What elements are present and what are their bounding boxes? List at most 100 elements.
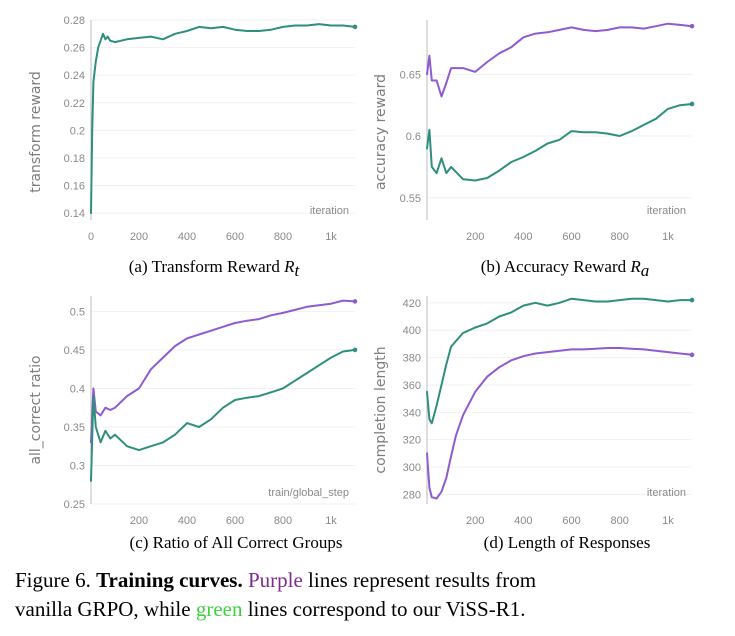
caption-subscript: a <box>641 261 650 280</box>
panel-caption: (c) Ratio of All Correct Groups <box>130 533 343 552</box>
x-tick-label: 200 <box>130 515 148 527</box>
x-tick-labels: 200 400 600 800 1k <box>130 515 337 527</box>
series-lines <box>426 297 695 500</box>
figure-caption-line-1: Figure 6. Training curves. Purple lines … <box>15 568 536 592</box>
green-series-line <box>426 297 693 425</box>
green-series-line <box>90 348 356 482</box>
x-tick-label: 400 <box>178 515 196 527</box>
y-tick-label: 320 <box>403 435 421 447</box>
y-tick-label: 300 <box>403 462 421 474</box>
y-tick-label: 0.6 <box>406 131 421 143</box>
panel-all-correct-ratio: 0.25 0.3 0.35 0.4 0.45 0.5 200 400 600 800 1k all… <box>28 296 358 552</box>
x-axis-label: iteration <box>310 205 349 217</box>
y-tick-label: 380 <box>403 353 421 365</box>
series-lines <box>426 22 695 182</box>
x-tick-label: 1k <box>662 515 674 527</box>
series-end-dot <box>689 23 695 29</box>
y-tick-labels: 0.25 0.3 0.35 0.4 0.45 0.5 <box>64 306 85 511</box>
x-axis-label: iteration <box>647 487 686 499</box>
panel-transform-reward: 0.14 0.16 0.18 0.2 0.22 0.24 0.26 0.28 0 200 400 6… <box>28 15 358 280</box>
y-axis-label: accuracy reward <box>373 74 389 190</box>
x-tick-label: 800 <box>274 515 292 527</box>
series-lines <box>90 299 358 482</box>
y-tick-label: 280 <box>403 489 421 501</box>
x-tick-label: 600 <box>226 231 244 243</box>
x-tick-label: 600 <box>226 515 244 527</box>
green-series-line <box>426 103 693 182</box>
grid <box>427 73 692 199</box>
purple-series-line <box>426 22 693 98</box>
series-end-dot <box>689 101 695 107</box>
series-end-dot <box>689 352 695 358</box>
caption-subscript: t <box>295 261 301 280</box>
grid <box>91 310 355 505</box>
x-tick-label: 200 <box>466 515 484 527</box>
caption-line2-prefix: vanilla GRPO, while <box>15 597 196 621</box>
y-tick-label: 0.35 <box>64 422 85 434</box>
figure-caption-line-2: vanilla GRPO, while green lines correspo… <box>15 597 525 621</box>
x-tick-labels: 200 400 600 800 1k <box>466 231 674 243</box>
y-tick-labels: 0.14 0.16 0.18 0.2 0.22 0.24 0.26 0.28 <box>64 15 85 220</box>
y-axis-label: transform reward <box>28 71 44 193</box>
y-tick-label: 0.22 <box>64 98 85 110</box>
y-tick-label: 0.4 <box>70 383 85 395</box>
y-tick-label: 0.28 <box>64 15 85 27</box>
y-tick-label: 0.25 <box>64 499 85 511</box>
y-tick-label: 0.5 <box>70 306 85 318</box>
purple-series-line <box>426 347 693 500</box>
series-end-dot <box>352 347 358 353</box>
x-tick-label: 1k <box>325 231 337 243</box>
panel-caption: (a) Transform Reward Rt <box>129 257 301 280</box>
y-tick-label: 0.26 <box>64 43 85 55</box>
y-tick-label: 0.14 <box>64 208 85 220</box>
series-lines <box>90 23 358 215</box>
x-tick-labels: 200 400 600 800 1k <box>466 515 674 527</box>
caption-bold-title: Training curves. <box>96 568 243 592</box>
y-tick-labels: 280 300 320 340 360 380 400 420 <box>403 298 421 502</box>
y-tick-label: 360 <box>403 380 421 392</box>
y-tick-label: 0.45 <box>64 345 85 357</box>
x-tick-label: 400 <box>514 231 532 243</box>
y-tick-label: 340 <box>403 407 421 419</box>
caption-line2-rest: lines correspond to our ViSS-R1. <box>242 597 525 621</box>
panel-caption: (b) Accuracy Reward Ra <box>481 257 650 280</box>
y-tick-labels: 0.55 0.6 0.65 <box>400 69 421 204</box>
caption-line1-rest: lines represent results from <box>303 568 536 592</box>
figure-number: Figure 6. <box>15 568 96 592</box>
series-end-dot <box>689 297 695 303</box>
x-tick-label: 1k <box>325 515 337 527</box>
y-tick-label: 0.55 <box>400 193 421 205</box>
caption-text: (a) Transform Reward <box>129 257 284 276</box>
x-tick-label: 800 <box>611 515 629 527</box>
x-tick-label: 200 <box>130 231 148 243</box>
x-tick-label: 0 <box>88 231 94 243</box>
x-tick-label: 400 <box>514 515 532 527</box>
green-series-line <box>90 23 356 215</box>
panel-caption: (d) Length of Responses <box>484 533 651 552</box>
y-tick-label: 0.24 <box>64 70 85 82</box>
y-tick-label: 0.2 <box>70 125 85 137</box>
caption-math: R <box>283 257 295 276</box>
x-tick-label: 800 <box>274 231 292 243</box>
grid <box>91 19 355 214</box>
y-tick-label: 0.3 <box>70 460 85 472</box>
x-tick-label: 400 <box>178 231 196 243</box>
purple-series-line <box>90 299 356 444</box>
x-tick-label: 800 <box>611 231 629 243</box>
caption-purple-word: Purple <box>248 568 303 592</box>
caption-text: (b) Accuracy Reward <box>481 257 631 276</box>
y-axis-label: all_correct ratio <box>28 355 44 464</box>
panel-accuracy-reward: 0.55 0.6 0.65 200 400 600 800 1k accuracy rewa… <box>373 20 695 280</box>
y-axis-label: completion length <box>373 346 389 473</box>
x-tick-label: 600 <box>562 231 580 243</box>
x-tick-labels: 0 200 400 600 800 1k <box>88 231 337 243</box>
series-end-dot <box>352 299 358 304</box>
y-tick-label: 0.16 <box>64 181 85 193</box>
x-axis-label: iteration <box>647 205 686 217</box>
x-tick-label: 200 <box>466 231 484 243</box>
y-tick-label: 0.18 <box>64 153 85 165</box>
x-tick-label: 600 <box>562 515 580 527</box>
y-tick-label: 400 <box>403 325 421 337</box>
